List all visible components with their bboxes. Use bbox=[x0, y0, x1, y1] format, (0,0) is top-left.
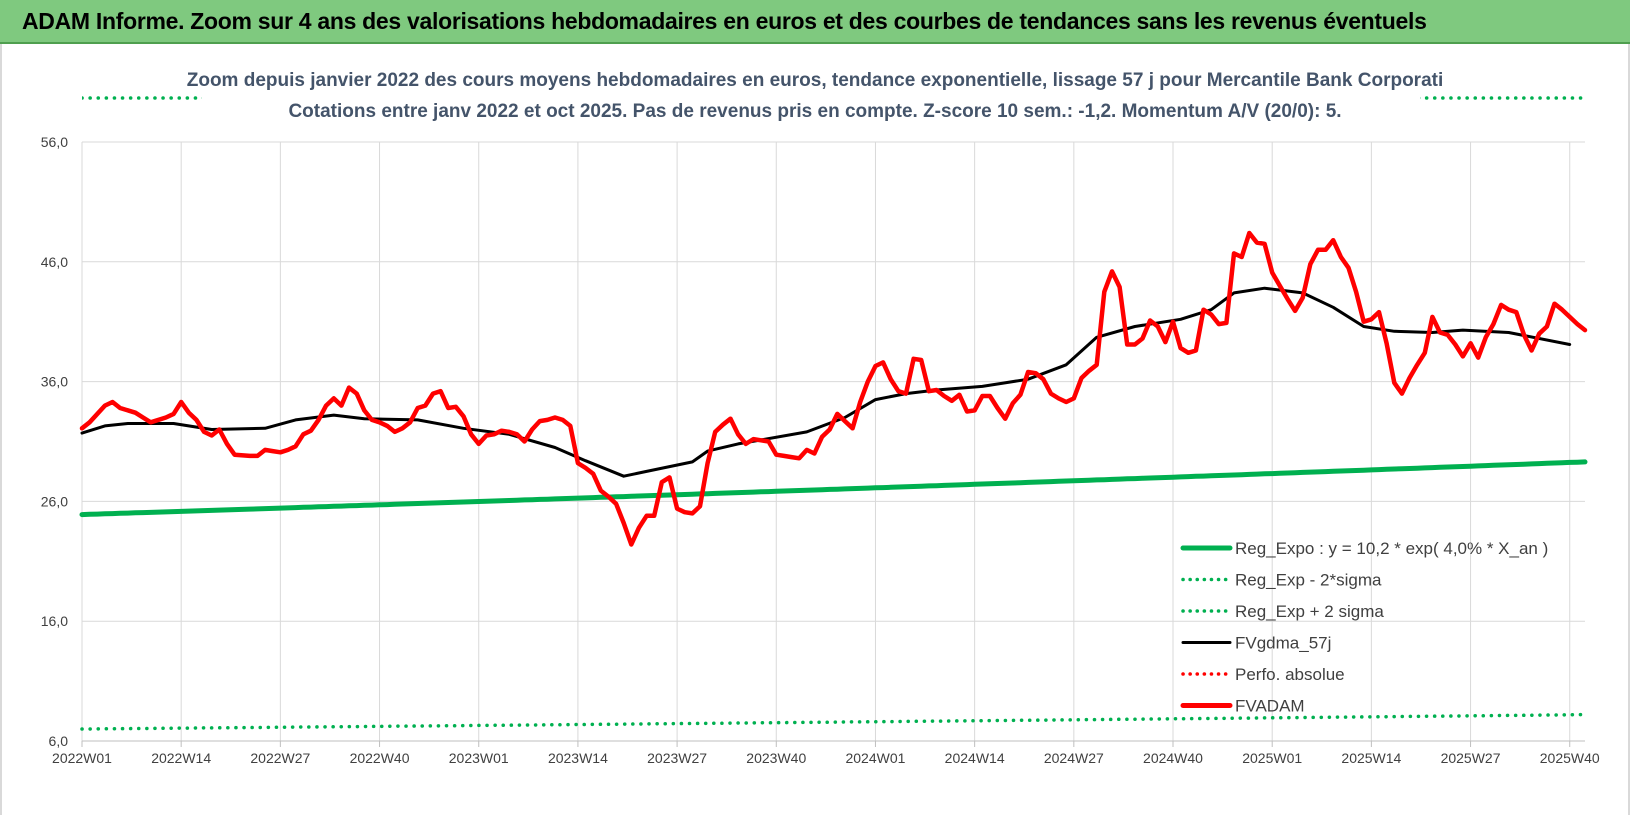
chart-title-line-2: Cotations entre janv 2022 et oct 2025. P… bbox=[288, 101, 1341, 122]
x-tick-label: 2022W14 bbox=[151, 750, 211, 766]
y-tick-label: 36,0 bbox=[41, 374, 68, 390]
x-tick-label: 2023W01 bbox=[449, 750, 509, 766]
chart-frame bbox=[0, 44, 1630, 815]
legend-label: Reg_Exp + 2 sigma bbox=[1235, 602, 1384, 621]
legend-label: Reg_Exp - 2*sigma bbox=[1235, 571, 1382, 590]
x-tick-label: 2022W27 bbox=[250, 750, 310, 766]
x-tick-label: 2023W14 bbox=[548, 750, 608, 766]
series-reg-exp-2-sigma bbox=[80, 712, 1587, 731]
y-tick-label: 26,0 bbox=[41, 493, 68, 509]
series-reg-expo bbox=[79, 459, 1588, 518]
x-tick-label: 2022W01 bbox=[52, 750, 112, 766]
x-tick-label: 2025W40 bbox=[1540, 750, 1600, 766]
legend-label: FVgdma_57j bbox=[1235, 634, 1331, 653]
page-title: ADAM Informe. Zoom sur 4 ans des valoris… bbox=[22, 8, 1427, 34]
legend-label: Reg_Expo : y = 10,2 * exp( 4,0% * X_an ) bbox=[1235, 539, 1548, 558]
x-tick-label: 2024W27 bbox=[1044, 750, 1104, 766]
chart-title-line-1: Zoom depuis janvier 2022 des cours moyen… bbox=[187, 70, 1444, 91]
x-tick-label: 2024W40 bbox=[1143, 750, 1203, 766]
x-tick-label: 2024W14 bbox=[945, 750, 1005, 766]
legend-label: Perfo. absolue bbox=[1235, 665, 1345, 684]
header-bar: ADAM Informe. Zoom sur 4 ans des valoris… bbox=[0, 0, 1630, 44]
series-fvgdma-57j bbox=[80, 286, 1572, 478]
x-tick-label: 2025W27 bbox=[1441, 750, 1501, 766]
series-fvadam bbox=[79, 230, 1588, 547]
x-tick-label: 2023W40 bbox=[746, 750, 806, 766]
x-tick-label: 2025W14 bbox=[1341, 750, 1401, 766]
legend-label: FVADAM bbox=[1235, 697, 1305, 716]
y-tick-label: 16,0 bbox=[41, 613, 68, 629]
x-tick-label: 2024W01 bbox=[845, 750, 905, 766]
x-tick-label: 2022W40 bbox=[350, 750, 410, 766]
y-tick-label: 46,0 bbox=[41, 254, 68, 270]
x-tick-label: 2025W01 bbox=[1242, 750, 1302, 766]
y-tick-label: 56,0 bbox=[41, 134, 68, 150]
x-tick-label: 2023W27 bbox=[647, 750, 707, 766]
y-tick-label: 6,0 bbox=[49, 733, 69, 749]
